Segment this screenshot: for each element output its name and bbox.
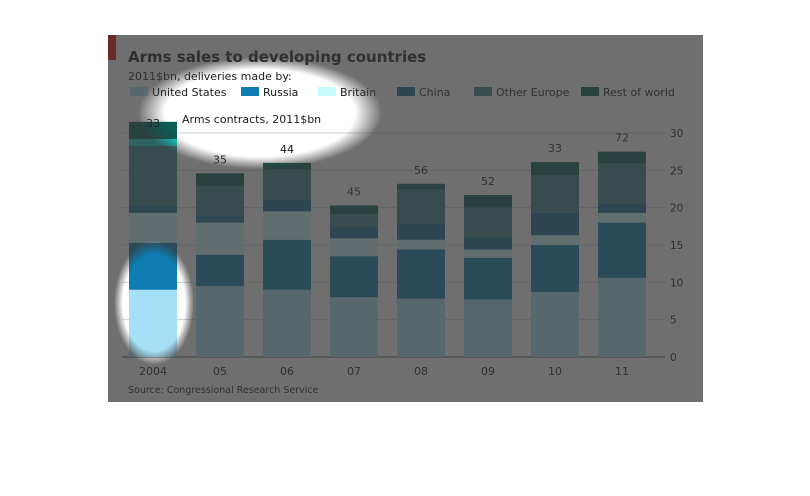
bar-segment [129, 205, 177, 213]
legend-swatch [130, 87, 148, 96]
y-tick-label: 0 [670, 352, 677, 364]
y-tick-label: 10 [670, 277, 683, 289]
chart-svg: Arms sales to developing countries 2011$… [108, 35, 683, 396]
bar-segment [330, 238, 378, 257]
contract-value-label: 52 [481, 175, 495, 188]
bar-segment [263, 239, 311, 290]
chart-card: Arms sales to developing countries 2011$… [108, 35, 703, 402]
highlight-marker [129, 138, 177, 146]
legend-label: Britain [340, 86, 376, 99]
bar-segment [397, 183, 445, 190]
y-tick-label: 5 [670, 315, 677, 327]
legend-swatch [397, 87, 415, 96]
x-tick-label: 05 [213, 365, 227, 378]
bar-segment [330, 226, 378, 239]
x-tick-label: 09 [481, 365, 495, 378]
bar-segment [397, 239, 445, 250]
bar-segment [196, 173, 244, 187]
y-tick-label: 30 [670, 128, 683, 140]
contract-value-label: 72 [615, 132, 629, 145]
legend-swatch [581, 87, 599, 96]
legend-label: United States [152, 86, 227, 99]
bar-segment [263, 289, 311, 357]
bar-segment [196, 215, 244, 223]
y-axis-ticks: 0 5 10 15 20 25 30 [670, 128, 683, 364]
bar-segment [397, 298, 445, 357]
brand-mark [108, 35, 116, 60]
bar-segment [196, 222, 244, 255]
legend-swatch [241, 87, 259, 96]
bar-segment [531, 292, 579, 357]
x-tick-label: 2004 [139, 365, 167, 378]
bar-segment [464, 257, 512, 300]
contract-value-label: 33 [548, 142, 562, 155]
bar-segment [464, 194, 512, 208]
bar-segment [330, 297, 378, 357]
chart-subtitle: 2011$bn, deliveries made by: [128, 70, 292, 83]
y-tick-label: 25 [670, 165, 683, 177]
bar-segment [464, 207, 512, 238]
y-tick-label: 20 [670, 203, 683, 215]
bar-segment [598, 212, 646, 223]
x-axis-ticks: 2004 05 06 07 08 09 10 11 [139, 365, 629, 378]
legend-label: Rest of world [603, 86, 675, 99]
bar-segment [263, 169, 311, 200]
bar-segment [330, 205, 378, 215]
y-tick-label: 15 [670, 240, 683, 252]
bar-segment [464, 237, 512, 250]
bar-segment [464, 249, 512, 258]
bar-segment [196, 254, 244, 287]
chart-source: Source: Congressional Research Service [128, 385, 319, 396]
bar-segment [397, 249, 445, 299]
bar-segment [129, 289, 177, 357]
bar-segment [598, 203, 646, 213]
contract-value-label: 35 [213, 153, 227, 166]
legend-label: Russia [263, 86, 298, 99]
bar-segment [397, 223, 445, 240]
bar-segment [263, 199, 311, 212]
x-tick-label: 08 [414, 365, 428, 378]
bar-segment [598, 277, 646, 357]
legend-swatch [318, 87, 336, 96]
bar-segment [263, 162, 311, 170]
chart-title: Arms sales to developing countries [128, 48, 426, 66]
x-tick-label: 10 [548, 365, 562, 378]
contract-value-label: 44 [280, 143, 294, 156]
bar-segment [531, 235, 579, 245]
bar-segment [531, 212, 579, 236]
contracts-label: Arms contracts, 2011$bn [182, 113, 321, 126]
bar-segment [397, 189, 445, 224]
bars [129, 121, 646, 357]
bar-segment [330, 214, 378, 227]
legend-label: China [419, 86, 450, 99]
contract-value-label: 33 [146, 117, 160, 130]
bar-segment [531, 175, 579, 213]
bar-segment [598, 151, 646, 164]
legend: United States Russia Britain China Other Eur… [130, 86, 675, 99]
x-tick-label: 11 [615, 365, 629, 378]
bar-segment [263, 211, 311, 240]
bar-segment [330, 256, 378, 298]
x-tick-label: 06 [280, 365, 294, 378]
contract-value-label: 56 [414, 164, 428, 177]
bar-segment [531, 162, 579, 176]
bar-segment [129, 242, 177, 290]
contract-value-label: 45 [347, 185, 361, 198]
x-tick-label: 07 [347, 365, 361, 378]
bar-segment [598, 163, 646, 204]
bar-segment [196, 286, 244, 357]
bar-segment [129, 138, 177, 206]
bar-segment [531, 245, 579, 293]
bar-segment [598, 222, 646, 278]
legend-label: Other Europe [496, 86, 570, 99]
legend-swatch [474, 87, 492, 96]
bar-segment [129, 212, 177, 243]
bar-segment [196, 186, 244, 216]
bar-segment [464, 299, 512, 357]
